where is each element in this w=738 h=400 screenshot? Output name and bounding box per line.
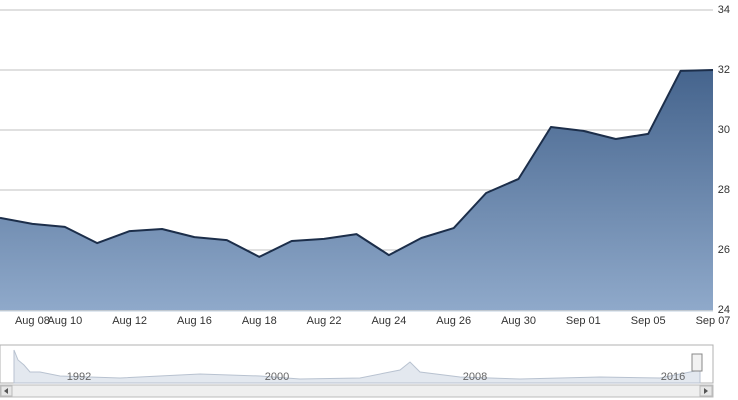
navigator-label: 2008 — [463, 371, 487, 383]
y-tick-label: 24 — [718, 304, 730, 316]
x-tick-label: Aug 12 — [112, 315, 147, 327]
x-tick-label: Aug 30 — [501, 315, 536, 327]
y-tick-label: 32 — [718, 64, 730, 76]
arrow-icon — [4, 388, 8, 394]
x-tick-label: Sep 01 — [566, 315, 601, 327]
x-tick-label: Sep 07 — [696, 315, 731, 327]
x-tick-label: Sep 05 — [631, 315, 666, 327]
navigator-label: 2000 — [265, 371, 289, 383]
y-tick-label: 30 — [718, 124, 730, 136]
y-tick-label: 26 — [718, 244, 730, 256]
area — [0, 70, 713, 310]
navigator-label: 1992 — [67, 371, 91, 383]
navigator-label: 2016 — [661, 371, 685, 383]
navigator-handle[interactable] — [691, 353, 703, 372]
y-tick-label: 34 — [718, 4, 730, 16]
x-tick-label: Aug 22 — [307, 315, 342, 327]
x-tick-label: Aug 26 — [436, 315, 471, 327]
scrollbar[interactable] — [0, 384, 714, 398]
x-tick-label: Aug 08 — [15, 315, 50, 327]
x-tick-label: Aug 10 — [47, 315, 82, 327]
arrow-icon — [704, 388, 708, 394]
line — [0, 69, 714, 258]
x-tick-label: Aug 24 — [371, 315, 406, 327]
x-tick-label: Aug 16 — [177, 315, 212, 327]
y-tick-label: 28 — [718, 184, 730, 196]
x-tick-label: Aug 18 — [242, 315, 277, 327]
